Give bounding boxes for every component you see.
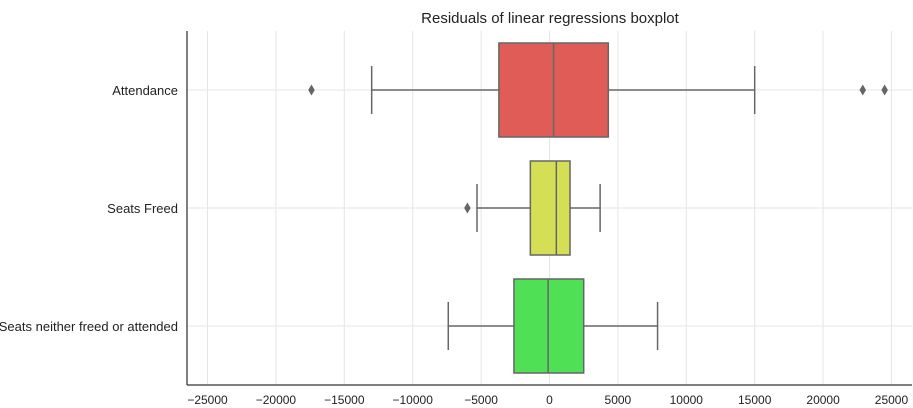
x-tick-label: −5000 — [464, 393, 498, 407]
outlier-point — [859, 84, 867, 96]
outlier-point — [464, 202, 471, 214]
x-tick-label: 20000 — [806, 393, 840, 407]
outlier-point — [881, 84, 888, 96]
box-group — [464, 160, 601, 256]
outlier-point — [308, 84, 315, 96]
y-category-label: Seats neither freed or attended — [0, 319, 178, 334]
x-tick-label: −20000 — [256, 393, 297, 407]
y-category-label: Attendance — [112, 83, 178, 98]
x-tick-label: −10000 — [393, 393, 434, 407]
axis-layer: −25000 −20000 −15000 −10000 −5000 0 5000 10000 1… — [0, 31, 912, 407]
plot-layer — [308, 42, 888, 374]
x-tick-label: 5000 — [605, 393, 632, 407]
x-tick-label: −25000 — [187, 393, 228, 407]
box-group — [447, 278, 659, 374]
y-category-label: Seats Freed — [107, 201, 178, 216]
chart-title: Residuals of linear regressions boxplot — [421, 10, 679, 27]
x-tick-label: 15000 — [738, 393, 772, 407]
iqr-box — [529, 160, 571, 256]
x-tick-label: 0 — [546, 393, 553, 407]
box-group — [308, 42, 888, 138]
x-tick-label: 25000 — [875, 393, 909, 407]
x-tick-label: 10000 — [670, 393, 704, 407]
x-tick-label: −15000 — [324, 393, 365, 407]
